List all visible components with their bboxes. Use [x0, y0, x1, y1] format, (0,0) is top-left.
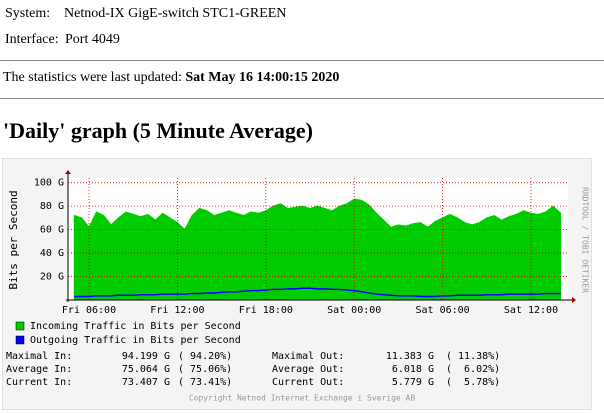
- system-label: System:: [5, 6, 51, 21]
- summary-cell: 5.779 G: [392, 377, 434, 388]
- legend-swatch: [15, 335, 25, 345]
- system: Netnod-IX GigE-switch STC1-GREEN: [64, 6, 287, 21]
- x-tick-label: Fri 06:00: [62, 305, 116, 316]
- summary-cell: ( 94.20%): [178, 351, 232, 362]
- rule: [0, 98, 604, 99]
- side-note: RRDTOOL / TOBI OETIKER: [581, 187, 590, 293]
- y-tick-label: 100 G: [34, 178, 64, 189]
- legend-swatch: [15, 321, 25, 331]
- graph-title: 'Daily' graph (5 Minute Average): [3, 118, 313, 143]
- y-arrow: [65, 170, 71, 174]
- summary-cell: ( 73.41%): [178, 377, 232, 388]
- outgoing-line: [74, 287, 561, 298]
- summary-cell: Current Out:: [272, 377, 344, 388]
- summary-cell: ( 11.38%): [446, 351, 500, 362]
- x-tick-label: Sat 00:00: [327, 305, 381, 316]
- updated-label: The statistics were last updated:: [3, 70, 182, 85]
- summary-cell: 11.383 G: [386, 351, 434, 362]
- y-tick-label: 40 G: [40, 248, 64, 259]
- incoming-area: [73, 198, 561, 301]
- summary-cell: 6.018 G: [392, 364, 434, 375]
- legend-label: Incoming Traffic in Bits per Second: [30, 321, 241, 332]
- copyright: Copyright Netnod Internet Exchange i Sve…: [189, 394, 416, 403]
- y-axis-label: Bits per Second: [7, 190, 20, 289]
- y-tick-label: 80 G: [40, 201, 64, 212]
- updated: Sat May 16 14:00:15 2020: [185, 70, 340, 85]
- summary-cell: Maximal In:: [6, 351, 72, 362]
- x-tick-label: Fri 18:00: [239, 305, 293, 316]
- interface-label: Interface:: [5, 32, 59, 47]
- chart: Bits per Second RRDTOOL / TOBI OETIKER C…: [2, 158, 592, 410]
- summary-cell: 75.064 G: [122, 364, 170, 375]
- summary-cell: Current In:: [6, 377, 72, 388]
- summary-cell: 94.199 G: [122, 351, 170, 362]
- x-tick-label: Sat 06:00: [416, 305, 470, 316]
- x-tick-label: Sat 12:00: [504, 305, 558, 316]
- summary-cell: ( 6.02%): [446, 364, 500, 375]
- summary-cell: Average In:: [6, 364, 72, 375]
- summary-cell: Maximal Out:: [272, 351, 344, 362]
- interface: Port 4049: [65, 32, 120, 47]
- x-arrow: [572, 297, 576, 303]
- updated-line: The statistics were last updated: Sat Ma…: [3, 70, 339, 86]
- y-tick-label: 20 G: [40, 272, 64, 283]
- rule: [0, 60, 604, 61]
- summary-cell: ( 75.06%): [178, 364, 232, 375]
- summary-cell: Average Out:: [272, 364, 344, 375]
- y-tick-label: 60 G: [40, 225, 64, 236]
- summary-cell: 73.407 G: [122, 377, 170, 388]
- legend-label: Outgoing Traffic in Bits per Second: [30, 335, 241, 346]
- x-tick-label: Fri 12:00: [150, 305, 204, 316]
- summary-cell: ( 5.78%): [446, 377, 500, 388]
